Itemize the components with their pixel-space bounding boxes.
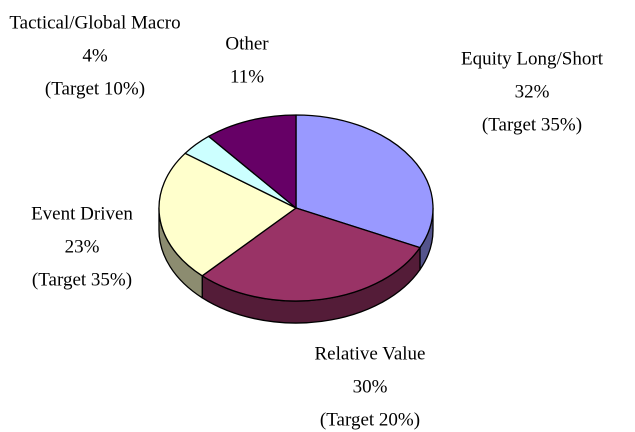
slice-label: Equity Long/Short 32% (Target 35%) [461, 48, 604, 135]
slice-label: Event Driven 23% (Target 35%) [31, 203, 133, 290]
slice [295, 114, 434, 249]
category-label: Other [225, 33, 269, 54]
slice-label: Other 11% [225, 33, 269, 87]
slice-label: Tactical/Global Macro 4% (Target 10%) [9, 12, 180, 99]
value-label: 11% [230, 66, 264, 87]
category-label: Tactical/Global Macro [9, 12, 180, 33]
target-label: (Target 20%) [320, 409, 420, 430]
slice [201, 207, 421, 302]
category-label: Event Driven [31, 203, 133, 224]
slice [158, 152, 297, 277]
category-label: Equity Long/Short [461, 48, 604, 69]
value-label: 4% [82, 45, 108, 66]
target-label: (Target 35%) [482, 114, 582, 135]
target-label: (Target 10%) [45, 78, 145, 99]
slice-label: Relative Value 30% (Target 20%) [315, 343, 426, 430]
value-label: 30% [353, 376, 388, 397]
category-label: Relative Value [315, 343, 426, 364]
value-label: 23% [65, 236, 100, 257]
value-label: 32% [515, 81, 550, 102]
target-label: (Target 35%) [32, 269, 132, 290]
slice [208, 114, 297, 209]
